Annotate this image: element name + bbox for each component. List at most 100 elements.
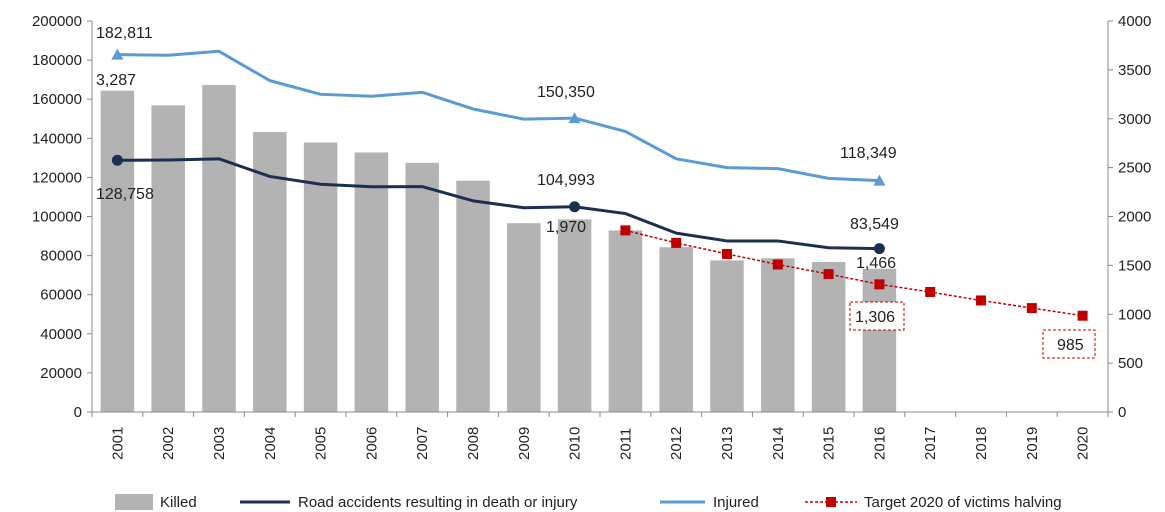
accidents-2001-label: 128,758 [96,186,154,203]
right-tick-label: 4000 [1118,13,1151,30]
left-tick-label: 0 [74,404,82,421]
accidents-2010-label: 104,993 [537,172,595,189]
bar-killed-2004 [253,132,287,412]
right-tick-label: 500 [1118,355,1143,372]
marker-accidents-2001 [111,154,123,166]
legend-label-target: Target 2020 of victims halving [864,494,1062,511]
bar-killed-2009 [507,223,541,412]
x-tick-label-2012: 2012 [668,427,685,460]
target-2016-label-box [849,301,905,331]
killed-2010-label: 1,970 [546,219,586,236]
target-2020-label: 985 [1057,337,1084,354]
marker-injured-2010 [568,112,581,124]
bar-killed-2001 [100,90,135,413]
marker-target-2018 [976,295,986,306]
legend-label-accidents: Road accidents resulting in death or inj… [298,494,578,511]
marker-target-2014 [772,259,783,270]
marker-target-2011 [620,225,631,236]
legend-marker-target [826,497,836,507]
left-tick-label: 80000 [40,248,82,265]
marker-target-2013 [722,248,732,259]
target-2016-label: 1,306 [855,309,895,326]
legend-label-killed: Killed [160,494,197,511]
right-tick-label: 3500 [1118,62,1151,79]
x-tick-label-2010: 2010 [567,427,584,460]
line-injured [117,49,880,183]
x-tick-label-2011: 2011 [617,428,634,460]
legend-item-accidents: Road accidents resulting in death or inj… [240,494,578,511]
bar-killed-2010 [557,219,592,412]
legend-swatch-killed [115,494,153,510]
left-tick-label: 120000 [32,169,82,186]
right-tick-label: 3000 [1118,111,1151,128]
legend-item-target: Target 2020 of victims halving [805,494,1062,511]
labels-layer: 182,811 3,287 128,758 150,350 104,993 1,… [96,25,1096,359]
x-tick-label-2001: 2001 [109,427,126,460]
x-tick-label-2017: 2017 [922,427,939,460]
marker-target-2016 [874,279,885,290]
x-tick-label-2009: 2009 [516,427,533,460]
x-tick-label-2002: 2002 [160,427,177,460]
marker-target-2015 [823,269,834,280]
x-tick-label-2018: 2018 [973,427,990,460]
bar-killed-2006 [354,152,389,412]
marker-accidents-2010 [569,201,581,213]
left-tick-label: 20000 [40,365,82,382]
legend-item-injured: Injured [660,494,759,511]
left-tick-label: 60000 [40,287,82,304]
bar-killed-2007 [405,162,439,412]
bars-layer [100,84,897,413]
left-tick-label: 200000 [32,13,82,30]
bar-killed-2011 [608,230,643,412]
killed-2016-label: 1,466 [856,255,896,272]
left-tick-label: 100000 [32,209,82,226]
line-road-accidents-resulting-in-death-or-injury [117,157,880,251]
accidents-2016-label: 83,549 [850,216,899,233]
marker-injured-2016 [873,174,886,186]
right-tick-label: 1500 [1118,257,1151,274]
marker-accidents-2016 [873,243,885,255]
bar-killed-2014 [761,258,795,412]
bar-killed-2016 [862,268,897,412]
marker-target-2019 [1026,303,1037,314]
x-tick-label-2019: 2019 [1024,427,1041,460]
x-tick-label-2004: 2004 [262,427,279,460]
x-tick-label-2006: 2006 [363,427,380,460]
x-tick-label-2003: 2003 [211,427,228,460]
x-tick-label-2015: 2015 [821,427,838,460]
injured-2010-label: 150,350 [537,84,595,101]
bar-killed-2012 [659,247,693,412]
left-tick-label: 160000 [32,91,82,108]
marker-target-2020 [1077,310,1088,321]
injured-2016-label: 118,349 [840,145,897,162]
x-tick-label-2014: 2014 [770,427,787,460]
bar-killed-2015 [811,261,846,412]
legend-label-injured: Injured [713,494,759,511]
x-tick-label-2008: 2008 [465,427,482,460]
right-tick-label: 2500 [1118,160,1151,177]
killed-2001-label: 3,287 [96,72,136,89]
target-2020-label-box [1042,329,1096,359]
right-tick-label: 1000 [1118,306,1151,323]
marker-target-2012 [671,237,682,248]
x-tick-label-2020: 2020 [1075,427,1092,460]
x-tick-label-2007: 2007 [414,427,431,460]
bar-killed-2013 [710,260,744,412]
marker-target-2017 [925,286,936,297]
legend-item-killed: Killed [115,494,197,511]
lines-layer [111,48,1088,321]
bar-killed-2003 [202,84,236,412]
x-tick-label-2005: 2005 [313,427,330,460]
right-tick-label: 2000 [1118,209,1151,226]
right-tick-label: 0 [1118,404,1126,421]
injured-2001-label: 182,811 [96,25,153,42]
marker-injured-2001 [111,48,124,60]
axes-layer: 0200004000060000800001000001200001400001… [32,13,1151,460]
left-tick-label: 40000 [40,326,82,343]
left-tick-label: 180000 [32,52,82,69]
x-tick-label-2016: 2016 [871,427,888,460]
bar-killed-2008 [456,180,490,412]
left-tick-label: 140000 [32,130,82,147]
bar-killed-2002 [151,105,185,413]
